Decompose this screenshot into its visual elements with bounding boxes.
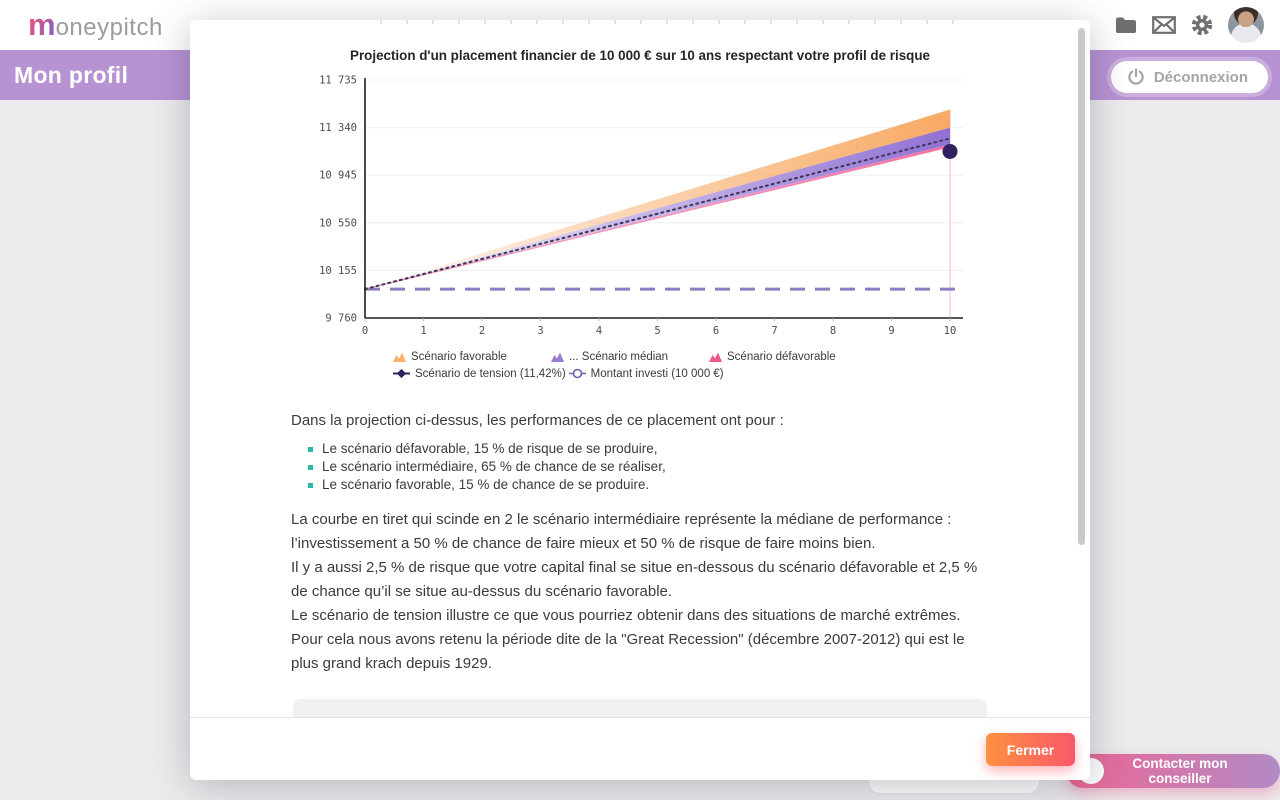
power-icon	[1128, 68, 1144, 85]
mail-icon[interactable]	[1152, 13, 1176, 37]
bullet-text: Le scénario défavorable, 15 % de risque …	[322, 441, 658, 456]
topbar-icons	[1114, 0, 1264, 50]
y-tick-label: 10 155	[319, 265, 357, 277]
legend-row: Scénario favorable ... Scénario médian Scé…	[393, 348, 1090, 365]
x-tick-label: 1	[420, 325, 426, 337]
projection-modal: Projection d'un placement financier de 1…	[190, 20, 1090, 780]
folder-icon[interactable]	[1114, 13, 1138, 37]
explanation-paragraphs: La courbe en tiret qui scinde en 2 le sc…	[291, 508, 989, 676]
legend-row: Scénario de tension (11,42%) Montant inve…	[393, 365, 1090, 382]
paragraph-line: Il y a aussi 2,5 % de risque que votre c…	[291, 559, 978, 600]
paragraph-line: La courbe en tiret qui scinde en 2 le sc…	[291, 511, 952, 552]
page-title: Mon profil	[14, 61, 129, 88]
legend-item[interactable]: Montant investi (10 000 €)	[568, 367, 724, 380]
x-tick-label: 3	[537, 325, 543, 337]
paragraph-line: Le scénario de tension illustre ce que v…	[291, 607, 961, 624]
user-avatar[interactable]	[1228, 7, 1264, 43]
median-dotted-line	[364, 137, 951, 291]
x-tick-label: 4	[596, 325, 602, 337]
area-icon	[551, 351, 564, 362]
legend-label: Montant investi (10 000 €)	[590, 367, 724, 380]
bullet-item: Le scénario défavorable, 15 % de risque …	[308, 440, 1090, 458]
area-icon	[393, 351, 406, 362]
legend-item[interactable]: Scénario défavorable	[709, 351, 867, 363]
diamond-line-icon	[393, 368, 410, 379]
legend-item[interactable]: Scénario de tension (11,42%)	[393, 368, 566, 380]
logo-m-glyph: m	[28, 7, 56, 42]
chart-legend: Scénario favorable... Scénario médian Scé…	[393, 348, 1090, 382]
legend-label: Scénario défavorable	[727, 350, 836, 363]
x-tick-label: 10	[944, 325, 957, 337]
bullet-square-icon	[308, 446, 313, 452]
y-tick-label: 11 735	[319, 75, 357, 87]
bullet-item: Le scénario intermédiaire, 65 % de chanc…	[308, 458, 1090, 476]
circle-line-icon	[568, 368, 586, 379]
x-tick-label: 2	[479, 325, 485, 337]
bullet-item: Le scénario favorable, 15 % de chance de…	[308, 476, 1090, 494]
legend-item[interactable]: ... Scénario médian	[551, 351, 709, 363]
logo-text: oneypitch	[55, 14, 163, 41]
legend-label: Scénario de tension (11,42%)	[415, 367, 566, 380]
y-tick-label: 10 550	[319, 217, 357, 229]
scenario-band	[365, 127, 950, 290]
legend-label: Scénario favorable	[411, 350, 507, 363]
modal-scrollbar-thumb[interactable]	[1078, 28, 1085, 545]
x-tick-label: 7	[771, 325, 777, 337]
tension-scenario-point	[942, 143, 958, 159]
x-tick-label: 5	[654, 325, 660, 337]
y-tick-label: 11 340	[319, 122, 357, 134]
x-tick-label: 9	[888, 325, 894, 337]
scenario-bullet-list: Le scénario défavorable, 15 % de risque …	[308, 440, 1090, 494]
clipped-scrolled-text-fragments	[380, 20, 960, 24]
legend-item[interactable]: Scénario favorable	[393, 351, 551, 363]
settings-gear-icon[interactable]	[1190, 13, 1214, 37]
unfavorable-edge-line	[364, 146, 951, 290]
projection-chart: 9 760 10 155 10 550 10 945 11 340 11 735 0 1 2 3 4…	[319, 75, 963, 337]
moneypitch-logo[interactable]: m oneypitch	[28, 9, 163, 42]
scenario-band	[365, 109, 950, 290]
y-tick-label: 9 760	[325, 313, 357, 325]
logout-label: Déconnexion	[1153, 68, 1248, 86]
close-button[interactable]: Fermer	[986, 733, 1075, 766]
intro-text: Dans la projection ci-dessus, les perfor…	[291, 412, 784, 429]
bullet-text: Le scénario intermédiaire, 65 % de chanc…	[322, 459, 666, 474]
x-tick-label: 8	[830, 325, 836, 337]
bullet-square-icon	[308, 482, 313, 488]
legend-label: ... Scénario médian	[569, 350, 669, 363]
bullet-square-icon	[308, 464, 313, 470]
modal-content: Projection d'un placement financier de 1…	[190, 20, 1090, 747]
modal-footer: Fermer	[190, 717, 1090, 780]
paragraph-line: Pour cela nous avons retenu la période d…	[291, 631, 965, 672]
x-tick-label: 0	[362, 325, 368, 337]
chart-title: Projection d'un placement financier de 1…	[350, 48, 930, 63]
area-icon	[709, 351, 722, 362]
logout-button[interactable]: Déconnexion	[1110, 61, 1268, 93]
bullet-text: Le scénario favorable, 15 % de chance de…	[322, 477, 650, 492]
x-tick-label: 6	[713, 325, 719, 337]
y-tick-label: 10 945	[319, 170, 357, 182]
